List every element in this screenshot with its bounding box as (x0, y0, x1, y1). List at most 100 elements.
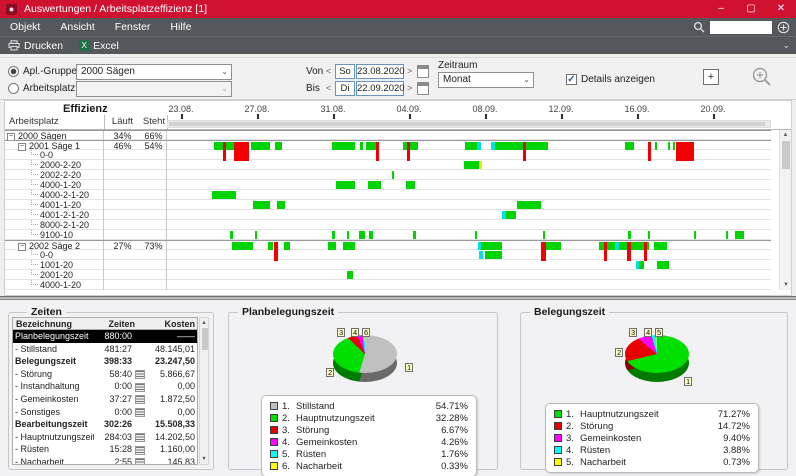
excel-export-button[interactable]: X Excel (71, 37, 127, 55)
horizontal-scrollbar[interactable] (167, 120, 771, 128)
scrollbar-thumb[interactable] (782, 141, 790, 169)
menu-objekt[interactable]: Objekt (10, 21, 41, 33)
close-icon[interactable]: ✕ (776, 3, 786, 14)
workplace-tree-cell[interactable]: 4000-2-1-20 (5, 190, 104, 200)
bis-prev-button[interactable]: < (326, 83, 332, 93)
detail-list-icon[interactable] (132, 393, 145, 406)
search-input[interactable] (710, 20, 772, 34)
collapse-icon[interactable]: − (18, 142, 26, 151)
von-calendar-icon[interactable] (417, 65, 429, 78)
gantt-bar (618, 242, 627, 250)
zeiten-row[interactable]: - Stillstand 481:27 48.145,01 (13, 343, 197, 356)
detail-list-icon[interactable] (132, 406, 145, 419)
timeline-row (167, 280, 771, 290)
horizontal-splitter[interactable] (0, 296, 796, 300)
detail-list-icon[interactable] (132, 380, 145, 393)
zeiten-row[interactable]: Bearbeitungszeit 302:26 15.508,33 (13, 418, 197, 431)
maximize-icon[interactable]: ▢ (746, 3, 756, 14)
zeiten-row[interactable]: Planbelegungszeit 880:00 —— (13, 330, 197, 343)
legend-color-swatch (270, 438, 278, 446)
von-next-button[interactable]: > (407, 66, 413, 76)
scroll-down-icon[interactable]: ▼ (201, 456, 207, 462)
workplace-tree-cell[interactable]: −2001 Säge 1 (5, 141, 104, 151)
kosten-value: 1.872,50 (159, 393, 195, 404)
zeiten-row[interactable]: Belegungszeit 398:33 23.247,50 (13, 355, 197, 368)
detail-list-icon[interactable] (132, 431, 145, 444)
collapse-icon[interactable]: − (18, 242, 26, 251)
print-button[interactable]: Drucken (0, 37, 71, 55)
workplace-tree-cell[interactable]: 4000-1-20 (5, 180, 104, 190)
scrollbar-thumb[interactable] (169, 122, 765, 126)
gantt-bar (346, 271, 354, 279)
gantt-bar (545, 242, 561, 250)
details-checkbox[interactable]: ✓ (566, 74, 577, 85)
timeline-date-label: 16.09. (624, 104, 650, 114)
workplace-tree-cell[interactable]: 4001-1-20 (5, 200, 104, 210)
workplace-label: 2002-2-20 (40, 170, 82, 180)
bis-next-button[interactable]: > (407, 83, 413, 93)
pie-slice-label: 3 (629, 328, 638, 337)
workplace-tree-cell[interactable]: 1001-20 (5, 260, 104, 270)
bis-date-field[interactable]: 22.09.2020 (356, 81, 405, 96)
legend-item: 2. Störung 14.72% (554, 420, 750, 432)
workplace-tree-cell[interactable]: 9100-10 (5, 230, 104, 240)
bis-weekday-field[interactable]: Di (335, 81, 355, 96)
zoom-button[interactable] (750, 65, 773, 88)
kosten-value: 14.202,50 (154, 431, 195, 442)
zeiten-row[interactable]: - Hauptnutzungszeit 284:03 14.202,50 (13, 431, 197, 444)
add-circle-icon[interactable] (777, 21, 790, 34)
zeiten-row[interactable]: - Gemeinkosten 37:27 1.872,50 (13, 393, 197, 406)
gantt-bar (332, 231, 335, 239)
timeline-axis: 23.08. 27.08. 31.08. 04.09. 08.09. 12.09. 16.0… (167, 101, 771, 129)
workplace-tree-cell[interactable]: 0-0 (5, 250, 104, 260)
zeiten-row[interactable]: - Sonstiges 0:00 0,00 (13, 406, 197, 419)
gantt-bar (410, 142, 419, 150)
scroll-up-icon[interactable]: ▲ (782, 132, 789, 138)
menu-fenster[interactable]: Fenster (114, 21, 151, 33)
efficiency-row: 2000-2-20 (5, 160, 771, 170)
scroll-up-icon[interactable]: ▲ (201, 320, 207, 326)
workplace-tree-cell[interactable]: 4000-1-20 (5, 280, 104, 290)
von-date-field[interactable]: 23.08.2020 (356, 64, 405, 79)
expand-all-button[interactable]: + (703, 69, 719, 85)
von-weekday-field[interactable]: So (335, 64, 355, 79)
zeiten-row-label: - Stillstand (15, 343, 58, 354)
timeline-date-label: 31.08. (320, 104, 346, 114)
minimize-icon[interactable]: – (718, 3, 724, 14)
menu-ansicht[interactable]: Ansicht (60, 21, 95, 33)
zeiten-row[interactable]: - Instandhaltung 0:00 0,00 (13, 380, 197, 393)
workplace-combobox[interactable]: ⌄ (76, 81, 232, 97)
bis-calendar-icon[interactable] (417, 82, 429, 95)
zeiten-row[interactable]: - Rüsten 15:28 1.160,00 (13, 443, 197, 456)
column-header-steht: Steht (142, 116, 166, 127)
legend-percent: 4.26% (441, 436, 468, 448)
zeiten-row[interactable]: - Nacharbeit 2:55 145,83 (13, 456, 197, 464)
workplace-radio[interactable] (8, 83, 19, 94)
zeiten-scrollbar[interactable]: ▲ ▼ (199, 317, 209, 465)
zeitraum-combobox[interactable]: Monat ⌄ (438, 72, 534, 88)
timeline-row (167, 260, 771, 270)
group-combobox[interactable]: 2000 Sägen ⌄ (76, 64, 232, 80)
workplace-tree-cell[interactable]: 4001-2-1-20 (5, 210, 104, 220)
detail-list-icon[interactable] (132, 443, 145, 456)
workplace-tree-cell[interactable]: 2001-20 (5, 270, 104, 280)
menu-hilfe[interactable]: Hilfe (170, 21, 192, 33)
workplace-tree-cell[interactable]: −2002 Säge 2 (5, 241, 104, 251)
workplace-label: 4001-1-20 (40, 200, 82, 210)
workplace-tree-cell[interactable]: 0-0 (5, 150, 104, 160)
chevron-down-icon[interactable]: ⌄ (782, 40, 790, 50)
vertical-scrollbar[interactable]: ▲ ▼ (779, 130, 791, 290)
workplace-tree-cell[interactable]: 8000-2-1-20 (5, 220, 104, 230)
timeline-row (167, 200, 771, 210)
workplace-tree-cell[interactable]: 2000-2-20 (5, 160, 104, 170)
workplace-tree-cell[interactable]: 2002-2-20 (5, 170, 104, 180)
detail-list-icon[interactable] (132, 368, 145, 381)
scroll-down-icon[interactable]: ▼ (783, 282, 789, 288)
von-prev-button[interactable]: < (326, 66, 332, 76)
timeline-tick (257, 114, 259, 119)
zeiten-row[interactable]: - Störung 58:40 5.866,67 (13, 368, 197, 381)
scrollbar-thumb[interactable] (201, 328, 208, 350)
detail-list-icon[interactable] (132, 456, 145, 464)
group-radio[interactable] (8, 66, 19, 77)
zeiten-value: 15:28 (109, 444, 132, 455)
